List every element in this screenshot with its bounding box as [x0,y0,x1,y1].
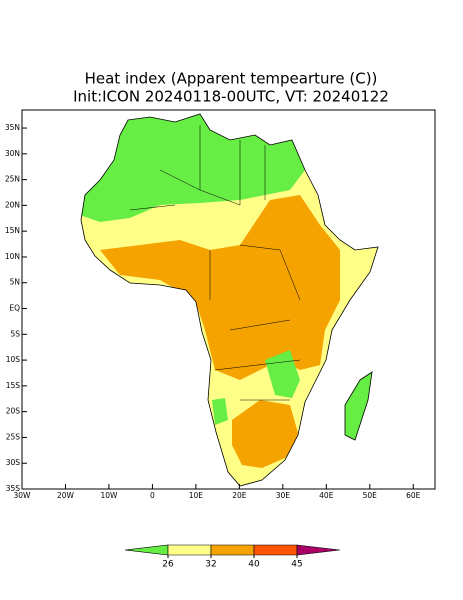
x-tick-label: 20W [57,491,75,500]
region [100,195,340,380]
y-tick-label: 25N [5,175,20,184]
colorbar-label: 40 [248,560,260,570]
colorbar-segment [253,544,298,556]
title: Heat index (Apparent tempearture (C)) [85,70,378,88]
y-tick-label: 35N [5,123,20,132]
y-tick-label: 30N [5,149,20,158]
coastline [80,113,379,487]
y-tick-label: 5S [10,329,20,338]
colorbar-label: 32 [205,560,216,570]
frame [21,109,436,490]
madagascar [344,371,373,441]
x-tick-label: 10W [100,491,118,500]
colorbar-label: 26 [162,560,174,570]
x-tick-label: 50E [363,491,378,500]
colorbar: 26 32 40 45 [124,544,341,570]
y-tick-label: 35S [6,484,21,493]
y-tick-label: 25S [6,432,21,441]
x-tick-label: 40E [319,491,334,500]
y-tick-label: 10N [5,252,20,261]
y-tick-label: 15S [6,381,21,390]
y-tick-label: 30S [6,458,21,467]
y-tick-label: 10S [6,355,21,364]
x-tick-label: 0 [150,491,155,500]
y-tick-label: EQ [9,304,20,313]
x-tick-label: 30E [276,491,291,500]
colorbar-segment [124,544,169,556]
y-tick-label: 20N [5,200,20,209]
region [81,114,305,222]
region [212,398,228,425]
colorbar-label: 45 [291,560,302,570]
subtitle: Init:ICON 20240118-00UTC, VT: 20240122 [73,88,389,106]
colorbar-segment [210,544,255,556]
x-tick-label: 20E [232,491,247,500]
colorbar-segment [167,544,212,556]
colorbar-segment [296,544,341,556]
y-tick-label: 15N [5,226,20,235]
y-tick-label: 20S [6,407,21,416]
x-tick-label: 60E [406,491,421,500]
x-tick-label: 10E [189,491,204,500]
border [129,125,301,401]
region [265,350,300,398]
africa [81,114,378,486]
x-tick-label: 30W [14,491,32,500]
y-tick-label: 5N [10,278,20,287]
region [232,400,300,468]
map [21,109,436,490]
